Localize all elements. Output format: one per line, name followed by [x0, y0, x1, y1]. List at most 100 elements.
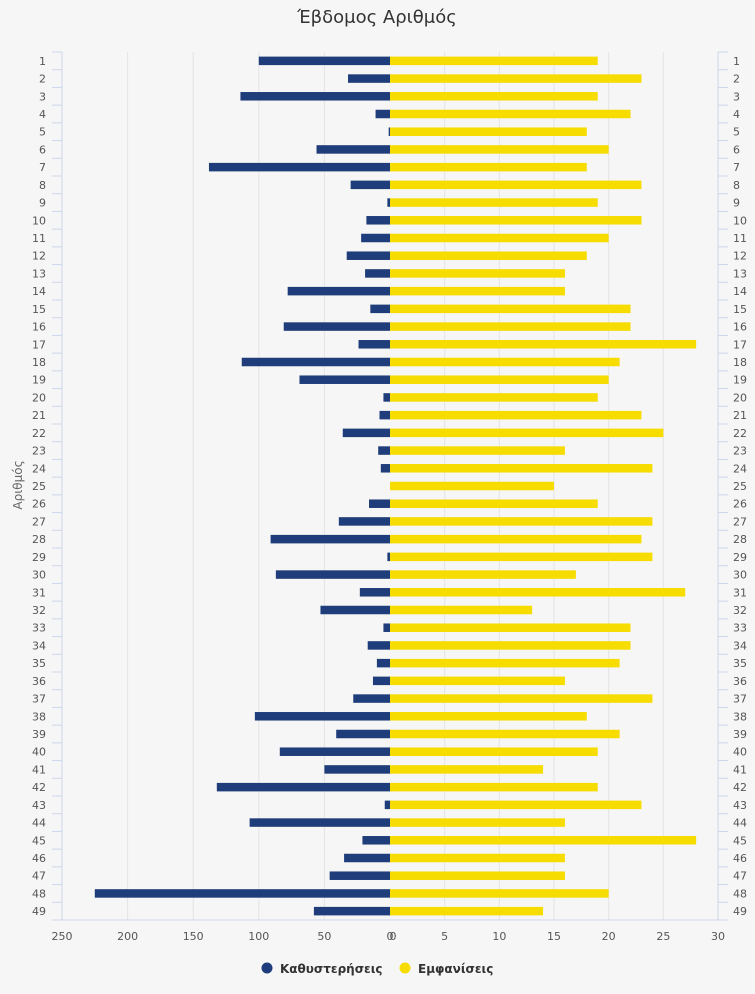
bar-appearances-17[interactable] — [390, 340, 697, 349]
bar-delays-9[interactable] — [387, 198, 390, 207]
bar-delays-22[interactable] — [342, 428, 390, 438]
bar-appearances-25[interactable] — [390, 481, 554, 491]
bar-appearances-7[interactable] — [390, 162, 587, 172]
bar-appearances-2[interactable] — [390, 74, 642, 83]
bar-appearances-44[interactable] — [390, 818, 565, 827]
bar-delays-40[interactable] — [279, 747, 390, 756]
bar-appearances-21[interactable] — [390, 410, 642, 420]
bar-delays-44[interactable] — [249, 818, 390, 827]
bar-appearances-30[interactable] — [390, 570, 576, 579]
bar-delays-12[interactable] — [346, 251, 390, 260]
bar-delays-39[interactable] — [336, 729, 390, 739]
bar-appearances-3[interactable] — [390, 92, 598, 101]
bar-appearances-32[interactable] — [390, 605, 533, 615]
bar-delays-31[interactable] — [359, 588, 390, 597]
bar-delays-7[interactable] — [208, 162, 390, 172]
bar-appearances-24[interactable] — [390, 464, 653, 473]
bar-delays-46[interactable] — [344, 853, 390, 863]
bar-appearances-6[interactable] — [390, 145, 609, 154]
bar-appearances-10[interactable] — [390, 216, 642, 225]
bar-delays-28[interactable] — [270, 534, 390, 544]
bar-delays-11[interactable] — [361, 233, 390, 243]
bar-delays-27[interactable] — [338, 517, 390, 526]
bar-delays-37[interactable] — [353, 694, 390, 703]
bar-delays-32[interactable] — [320, 605, 390, 615]
bar-appearances-36[interactable] — [390, 676, 565, 686]
bar-appearances-35[interactable] — [390, 658, 620, 668]
legend-label-delays[interactable]: Καθυστερήσεις — [280, 962, 383, 976]
bar-appearances-15[interactable] — [390, 304, 631, 314]
bar-appearances-47[interactable] — [390, 871, 565, 880]
bar-appearances-19[interactable] — [390, 375, 609, 384]
bar-appearances-41[interactable] — [390, 765, 544, 774]
legend-label-appearances[interactable]: Εμφανίσεις — [418, 962, 493, 976]
bar-appearances-11[interactable] — [390, 233, 609, 243]
bar-appearances-8[interactable] — [390, 180, 642, 190]
legend-marker-appearances[interactable] — [399, 962, 411, 974]
bar-delays-34[interactable] — [367, 641, 390, 650]
bar-delays-24[interactable] — [380, 464, 390, 473]
bar-delays-43[interactable] — [384, 800, 390, 810]
bar-appearances-1[interactable] — [390, 56, 598, 66]
bar-appearances-46[interactable] — [390, 853, 565, 863]
bar-appearances-27[interactable] — [390, 517, 653, 526]
bar-appearances-33[interactable] — [390, 623, 631, 632]
bar-delays-6[interactable] — [316, 145, 390, 154]
bar-appearances-42[interactable] — [390, 782, 598, 792]
bar-appearances-49[interactable] — [390, 906, 544, 916]
bar-delays-23[interactable] — [378, 446, 390, 455]
bar-appearances-28[interactable] — [390, 534, 642, 544]
bar-appearances-14[interactable] — [390, 286, 565, 296]
bar-delays-36[interactable] — [372, 676, 390, 686]
bar-delays-5[interactable] — [388, 127, 390, 136]
bar-delays-49[interactable] — [313, 906, 390, 916]
bar-delays-47[interactable] — [329, 871, 390, 880]
bar-appearances-26[interactable] — [390, 499, 598, 508]
bar-delays-20[interactable] — [383, 393, 390, 402]
bar-delays-29[interactable] — [387, 552, 390, 562]
bar-appearances-20[interactable] — [390, 393, 598, 402]
bar-delays-42[interactable] — [216, 782, 390, 792]
bar-appearances-34[interactable] — [390, 641, 631, 650]
bar-delays-19[interactable] — [299, 375, 390, 384]
bar-appearances-31[interactable] — [390, 588, 686, 597]
bar-delays-48[interactable] — [94, 889, 391, 898]
bar-appearances-48[interactable] — [390, 889, 609, 898]
bar-appearances-4[interactable] — [390, 109, 631, 119]
bar-appearances-45[interactable] — [390, 836, 697, 845]
bar-delays-18[interactable] — [241, 357, 390, 367]
bar-appearances-16[interactable] — [390, 322, 631, 331]
bar-delays-26[interactable] — [369, 499, 390, 508]
legend-marker-delays[interactable] — [261, 962, 273, 974]
bar-appearances-13[interactable] — [390, 269, 565, 278]
bar-appearances-40[interactable] — [390, 747, 598, 756]
bar-delays-2[interactable] — [348, 74, 390, 83]
bar-delays-45[interactable] — [362, 836, 390, 845]
bar-delays-41[interactable] — [324, 765, 390, 774]
bar-delays-15[interactable] — [370, 304, 390, 314]
bar-delays-14[interactable] — [287, 286, 390, 296]
bar-delays-8[interactable] — [350, 180, 390, 190]
bar-delays-33[interactable] — [383, 623, 390, 632]
bar-appearances-43[interactable] — [390, 800, 642, 810]
bar-delays-38[interactable] — [254, 712, 390, 721]
bar-delays-3[interactable] — [240, 92, 390, 101]
bar-appearances-23[interactable] — [390, 446, 565, 455]
bar-appearances-39[interactable] — [390, 729, 620, 739]
bar-delays-4[interactable] — [375, 109, 390, 119]
bar-appearances-5[interactable] — [390, 127, 587, 136]
bar-delays-35[interactable] — [376, 658, 390, 668]
bar-appearances-18[interactable] — [390, 357, 620, 367]
bar-appearances-29[interactable] — [390, 552, 653, 562]
bar-delays-10[interactable] — [366, 216, 390, 225]
bar-appearances-37[interactable] — [390, 694, 653, 703]
bar-delays-16[interactable] — [283, 322, 390, 331]
bar-delays-30[interactable] — [275, 570, 390, 579]
bar-appearances-38[interactable] — [390, 712, 587, 721]
bar-appearances-9[interactable] — [390, 198, 598, 207]
bar-appearances-22[interactable] — [390, 428, 664, 438]
bar-delays-21[interactable] — [379, 410, 390, 420]
bar-delays-1[interactable] — [258, 56, 390, 66]
bar-delays-13[interactable] — [365, 269, 390, 278]
bar-appearances-12[interactable] — [390, 251, 587, 260]
